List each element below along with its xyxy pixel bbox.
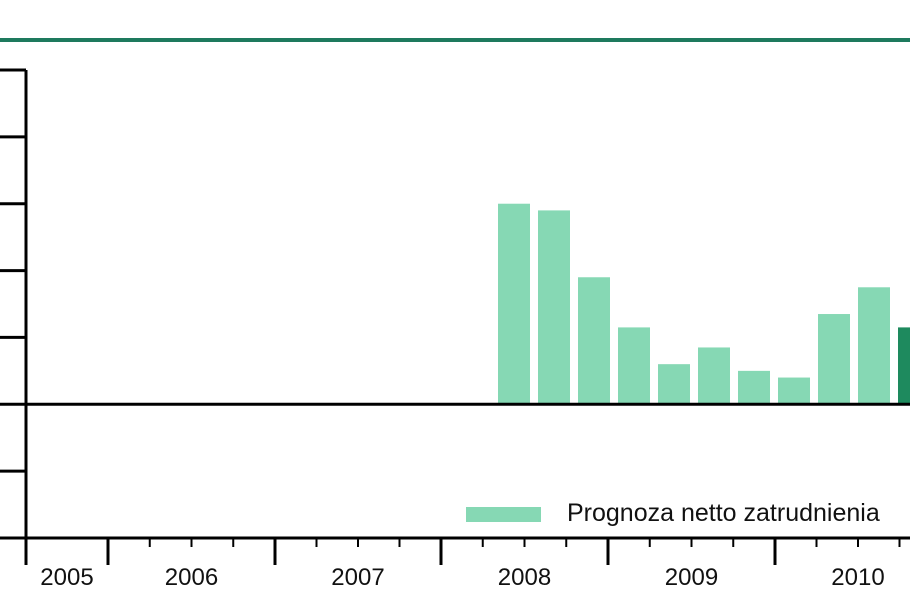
legend: Prognoza netto zatrudnienia [466, 499, 880, 527]
x-tick-label: 2008 [498, 564, 551, 591]
x-tick-label: 2006 [165, 564, 218, 591]
bar [698, 347, 730, 405]
bar [898, 327, 910, 405]
x-tick-label: 2005 [40, 564, 93, 591]
x-tick-label: 2009 [665, 564, 718, 591]
legend-label: Prognoza netto zatrudnienia [567, 499, 880, 527]
bar [778, 377, 810, 405]
bar [498, 203, 530, 405]
x-tick-label: 2010 [831, 564, 884, 591]
bar [858, 287, 890, 405]
x-tick-labels: 2005 2006 2007 2008 2009 2010 [40, 564, 884, 591]
bars [498, 203, 910, 405]
bar [738, 370, 770, 405]
bar [658, 364, 690, 405]
x-tick-label: 2007 [331, 564, 384, 591]
bar [578, 277, 610, 405]
axes [0, 68, 910, 565]
bar [538, 210, 570, 405]
bar [818, 314, 850, 405]
legend-swatch [466, 507, 541, 522]
bar [618, 327, 650, 405]
